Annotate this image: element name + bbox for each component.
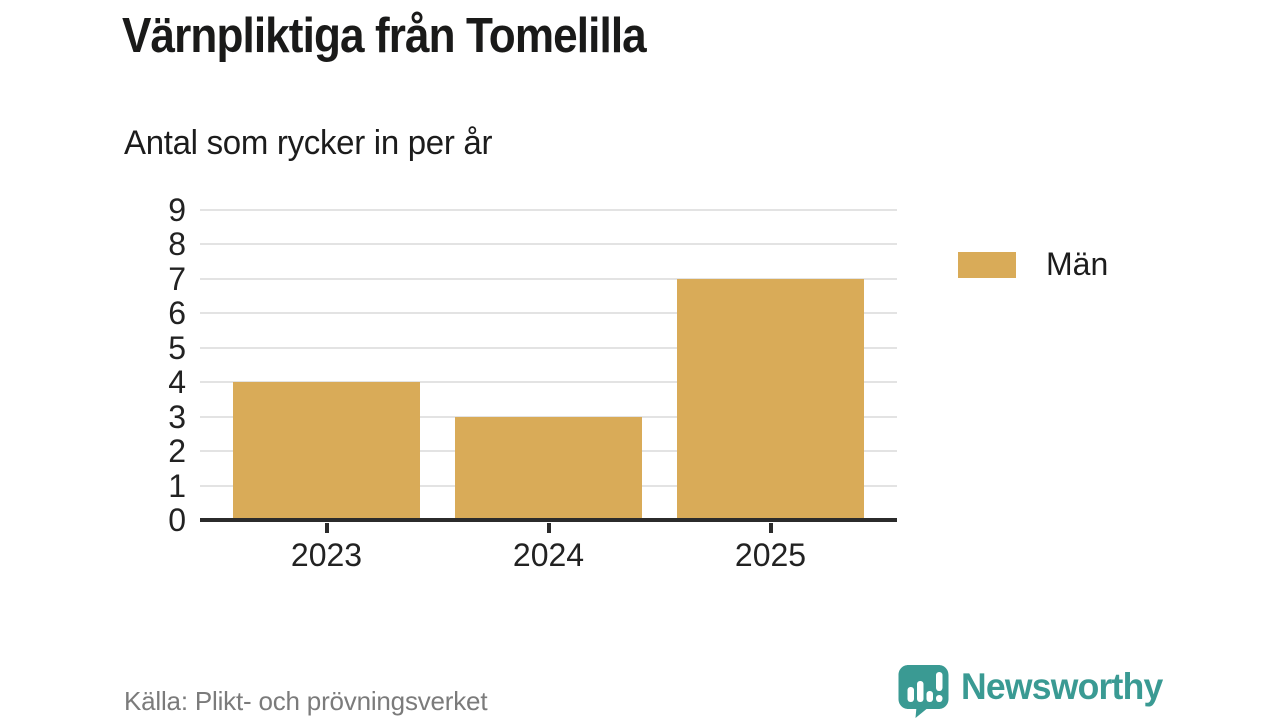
plot-area	[200, 209, 897, 522]
gridline-y-5	[200, 346, 897, 349]
newsworthy-speech-bubble-barchart-icon	[898, 665, 949, 718]
gridline-y-4	[200, 381, 897, 384]
y-tick-label-4: 4	[168, 364, 186, 401]
y-tick-label-2: 2	[168, 433, 186, 470]
chart-subtitle: Antal som rycker in per år	[124, 124, 493, 162]
y-tick-label-8: 8	[168, 226, 186, 263]
x-tick-2025	[768, 523, 773, 533]
gridline-y-6	[200, 312, 897, 315]
gridline-y-8	[200, 243, 897, 246]
x-axis: 2023 2024 2025	[200, 520, 897, 590]
gridline-y-7	[200, 277, 897, 280]
newsworthy-logo-text: Newsworthy	[961, 666, 1163, 707]
legend-label-man: Män	[1046, 246, 1109, 282]
x-tick-label-2025: 2025	[734, 537, 807, 573]
x-tick-2023	[324, 523, 329, 533]
chart-title: Värnpliktiga från Tomelilla	[122, 9, 647, 63]
source-note: Källa: Plikt- och prövningsverket	[124, 686, 488, 716]
bar-2025	[677, 278, 864, 520]
x-tick-2024	[546, 523, 551, 533]
y-tick-label-9: 9	[168, 192, 186, 228]
x-tick-label-2023: 2023	[290, 537, 363, 573]
y-tick-label-0: 0	[168, 502, 186, 538]
newsworthy-logo: Newsworthy	[897, 665, 1171, 718]
legend: Män	[958, 246, 1108, 283]
y-tick-label-1: 1	[168, 467, 186, 504]
legend-swatch-man	[958, 251, 1016, 278]
y-tick-label-7: 7	[168, 260, 186, 297]
bar-2024	[455, 416, 642, 520]
bar-2023	[233, 382, 420, 520]
x-axis-line	[200, 518, 897, 522]
y-tick-label-6: 6	[168, 295, 186, 332]
gridline-y-9	[200, 209, 897, 211]
x-tick-label-2024: 2024	[512, 537, 585, 573]
y-tick-label-3: 3	[168, 398, 186, 435]
y-tick-label-5: 5	[168, 329, 186, 366]
